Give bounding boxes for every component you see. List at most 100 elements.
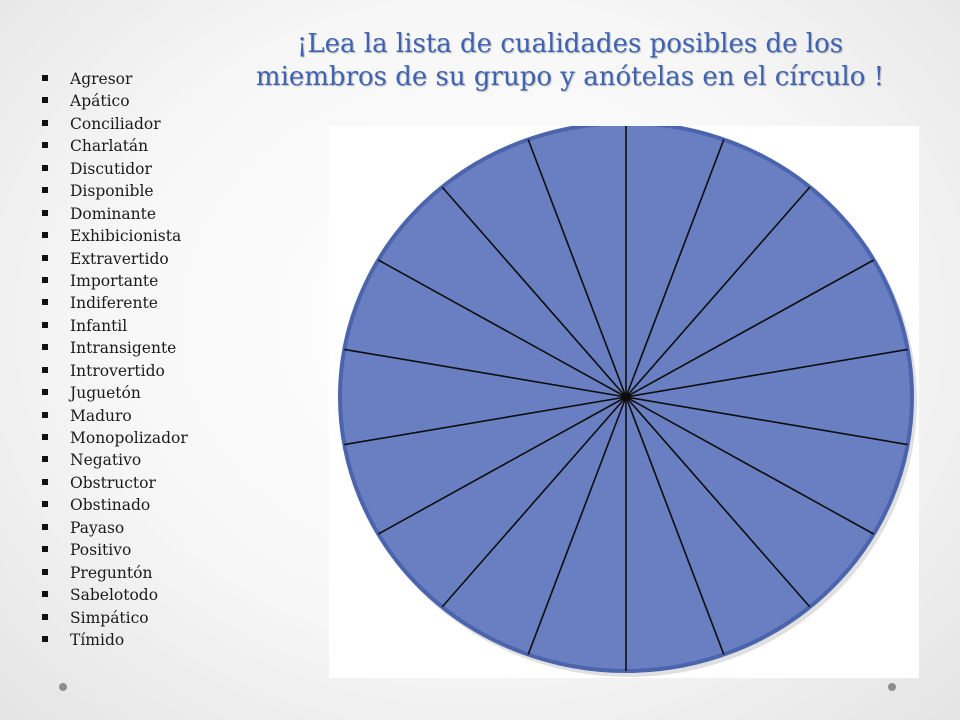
quality-label: Importante <box>70 271 159 290</box>
square-bullet-icon <box>42 75 48 81</box>
quality-label: Monopolizador <box>70 429 188 447</box>
quality-item: Importante <box>42 270 188 292</box>
quality-item: Tímido <box>42 629 188 651</box>
quality-label: Discutidor <box>70 159 152 178</box>
quality-label: Obstructor <box>70 473 156 492</box>
quality-label: Positivo <box>70 541 132 560</box>
square-bullet-icon <box>42 546 48 553</box>
title-line-1: ¡Lea la lista de cualidades posibles de … <box>296 29 844 59</box>
wheel-spoke <box>441 186 627 398</box>
square-bullet-icon <box>42 613 48 620</box>
square-bullet-icon <box>42 635 48 642</box>
square-bullet-icon <box>42 119 48 126</box>
wheel-panel <box>329 126 919 678</box>
quality-item: Disponible <box>42 180 188 202</box>
square-bullet-icon <box>42 299 48 306</box>
quality-item: Dominante <box>42 203 188 225</box>
quality-item: Conciliador <box>42 113 188 135</box>
quality-label: Extravertido <box>70 249 169 268</box>
wheel-spoke <box>625 396 811 608</box>
square-bullet-icon <box>42 434 48 440</box>
square-bullet-icon <box>42 411 48 418</box>
group-wheel <box>338 126 917 677</box>
quality-item: Infantil <box>42 315 188 337</box>
quality-item: Sabelotodo <box>42 584 188 606</box>
quality-item: Obstinado <box>42 494 188 516</box>
square-bullet-icon <box>42 568 48 575</box>
square-bullet-icon <box>42 164 48 171</box>
quality-item: Negativo <box>42 449 188 471</box>
title-line-2: miembros de su grupo y anótelas en el cí… <box>255 62 885 92</box>
square-bullet-icon <box>42 456 48 463</box>
quality-item: Positivo <box>42 539 188 561</box>
quality-item: Introvertido <box>42 360 188 382</box>
wheel-spoke <box>625 396 908 446</box>
wheel-spoke <box>625 348 908 398</box>
quality-label: Payaso <box>70 518 125 537</box>
quality-label: Tímido <box>70 630 125 649</box>
wheel-spoke <box>625 396 725 655</box>
slide-title: ¡Lea la lista de cualidades posibles de … <box>240 28 900 94</box>
wheel-spoke <box>377 259 627 398</box>
square-bullet-icon <box>42 478 48 485</box>
quality-item: Indiferente <box>42 292 188 314</box>
quality-item: Discutidor <box>42 158 188 180</box>
quality-label: Sabelotodo <box>70 586 159 605</box>
square-bullet-icon <box>42 523 48 530</box>
quality-item: Maduro <box>42 405 188 427</box>
quality-label: Simpático <box>70 608 149 627</box>
quality-label: Preguntón <box>70 563 153 582</box>
quality-label: Introvertido <box>70 361 165 380</box>
square-bullet-icon <box>42 209 48 216</box>
quality-label: Conciliador <box>70 114 161 133</box>
quality-label: Juguetón <box>70 384 141 403</box>
qualities-list: Agresor Apático Conciliador Charlatán Discut… <box>42 68 188 651</box>
quality-item: Agresor <box>42 68 188 90</box>
quality-item: Simpático <box>42 607 188 629</box>
wheel-spoke <box>625 139 725 398</box>
footer-dot-left <box>59 683 67 691</box>
square-bullet-icon <box>42 254 48 261</box>
square-bullet-icon <box>42 232 48 239</box>
wheel-spoke <box>377 396 627 535</box>
wheel-spoke <box>527 396 627 655</box>
square-bullet-icon <box>42 344 48 351</box>
wheel-spoke <box>625 259 875 398</box>
quality-label: Disponible <box>70 182 154 201</box>
footer-dot-right <box>888 683 896 691</box>
wheel-spoke <box>344 348 627 398</box>
square-bullet-icon <box>42 97 48 104</box>
quality-label: Dominante <box>70 204 157 223</box>
wheel-spoke <box>344 396 627 446</box>
quality-label: Infantil <box>70 316 128 335</box>
quality-item: Preguntón <box>42 562 188 584</box>
square-bullet-icon <box>42 389 48 396</box>
square-bullet-icon <box>42 501 48 508</box>
quality-label: Indiferente <box>70 294 158 313</box>
square-bullet-icon <box>42 366 48 373</box>
wheel-center <box>623 394 629 400</box>
square-bullet-icon <box>42 321 48 328</box>
quality-item: Juguetón <box>42 382 188 404</box>
quality-item: Charlatán <box>42 135 188 157</box>
quality-label: Negativo <box>70 451 142 470</box>
square-bullet-icon <box>42 187 48 194</box>
quality-item: Extravertido <box>42 248 188 270</box>
quality-label: Exhibicionista <box>70 227 182 246</box>
quality-label: Intransigente <box>70 339 177 358</box>
quality-label: Agresor <box>70 70 133 88</box>
square-bullet-icon <box>42 142 48 149</box>
quality-label: Maduro <box>70 406 132 425</box>
quality-item: Obstructor <box>42 472 188 494</box>
square-bullet-icon <box>42 591 48 598</box>
wheel-spoke <box>441 396 627 608</box>
quality-label: Charlatán <box>70 137 149 156</box>
wheel-spoke <box>527 139 627 398</box>
wheel-spoke <box>625 396 875 535</box>
quality-item: Intransigente <box>42 337 188 359</box>
quality-item: Payaso <box>42 517 188 539</box>
quality-item: Monopolizador <box>42 427 188 449</box>
square-bullet-icon <box>42 276 48 283</box>
quality-item: Apático <box>42 90 188 112</box>
